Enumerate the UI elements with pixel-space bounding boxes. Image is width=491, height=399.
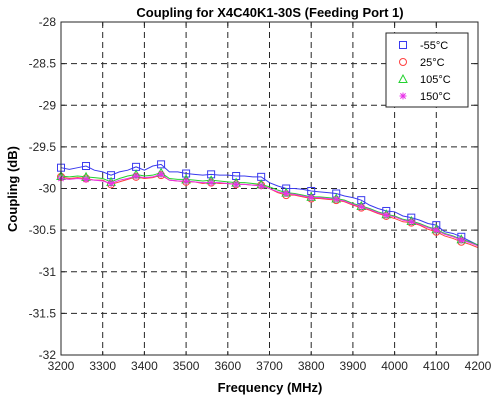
x-tick-label: 3800 — [298, 359, 325, 373]
data-point — [283, 190, 290, 197]
x-tick-label: 4000 — [381, 359, 408, 373]
data-point — [333, 196, 340, 203]
x-axis-title: Frequency (MHz) — [218, 380, 323, 395]
data-point — [233, 181, 240, 188]
legend-label: 25°C — [420, 57, 445, 69]
data-point — [458, 237, 465, 244]
x-tick-label: 4100 — [423, 359, 450, 373]
data-point — [308, 194, 315, 201]
y-tick-label: -31 — [39, 265, 57, 279]
y-tick-label: -28 — [39, 15, 57, 29]
data-point — [383, 212, 390, 219]
data-point — [358, 203, 365, 210]
y-tick-label: -29.5 — [29, 140, 57, 154]
x-tick-label: 3300 — [89, 359, 116, 373]
data-point — [133, 173, 140, 180]
data-point — [208, 179, 215, 186]
x-tick-label: 3400 — [131, 359, 158, 373]
x-tick-label: 3700 — [256, 359, 283, 373]
legend-label: 150°C — [420, 91, 451, 103]
x-tick-label: 3500 — [173, 359, 200, 373]
legend-marker — [400, 93, 407, 100]
x-tick-label: 4200 — [465, 359, 491, 373]
data-point — [158, 171, 165, 178]
legend-label: 105°C — [420, 74, 451, 86]
y-tick-label: -30 — [39, 182, 57, 196]
data-point — [433, 227, 440, 234]
data-point — [408, 218, 415, 225]
data-point — [258, 183, 265, 190]
y-tick-label: -32 — [39, 348, 57, 362]
chart-title: Coupling for X4C40K1-30S (Feeding Port 1… — [136, 5, 403, 20]
y-axis-title: Coupling (dB) — [5, 146, 20, 232]
data-point — [183, 178, 190, 185]
legend: -55°C 25°C 105°C 150°C — [386, 33, 468, 107]
y-tick-label: -29 — [39, 98, 57, 112]
x-tick-label: 3600 — [214, 359, 241, 373]
legend-label: -55°C — [420, 40, 448, 52]
y-tick-label: -31.5 — [29, 306, 57, 320]
y-tick-label: -28.5 — [29, 57, 57, 71]
x-tick-label: 3900 — [340, 359, 367, 373]
y-tick-label: -30.5 — [29, 223, 57, 237]
data-point — [108, 180, 115, 187]
data-point — [83, 176, 90, 183]
